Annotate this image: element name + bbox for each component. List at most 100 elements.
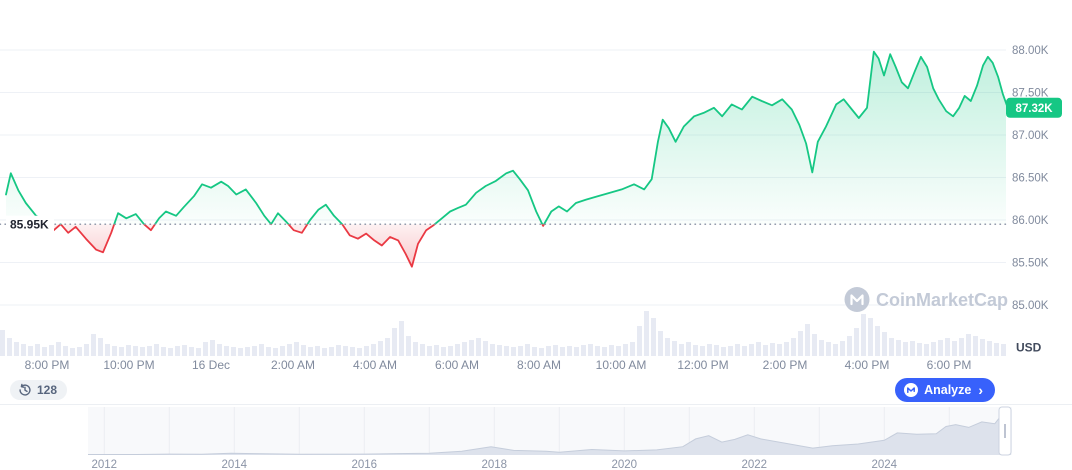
volume-bar xyxy=(518,346,523,356)
volume-bar xyxy=(819,340,824,356)
volume-bar xyxy=(42,347,47,356)
minimap-chart[interactable]: 2012 2014 2016 2018 2020 2022 2024 xyxy=(0,405,1072,470)
x-axis-label: 6:00 AM xyxy=(435,358,479,372)
volume-bar xyxy=(658,331,663,356)
volume-bar xyxy=(924,344,929,356)
volume-bar xyxy=(728,346,733,356)
volume-bar xyxy=(196,348,201,356)
volume-bar xyxy=(168,348,173,356)
volume-bar xyxy=(448,346,453,356)
current-price-label: 87.32K xyxy=(1015,103,1053,115)
volume-bar xyxy=(203,342,208,356)
volume-bar xyxy=(693,345,698,356)
minimap-year-label: 2024 xyxy=(872,459,898,470)
volume-bar xyxy=(161,347,166,356)
volume-bar xyxy=(742,346,747,356)
volume-bar xyxy=(679,344,684,356)
chart-controls-row: 128 Analyze › xyxy=(0,378,1072,404)
x-axis-label: 2:00 AM xyxy=(271,358,315,372)
volume-bar xyxy=(567,346,572,356)
volume-bar xyxy=(133,346,138,356)
volume-bar xyxy=(350,347,355,356)
volume-bar xyxy=(315,346,320,356)
volume-bar xyxy=(861,314,866,356)
volume-bar xyxy=(588,344,593,356)
volume-bar xyxy=(154,344,159,356)
volume-bar xyxy=(826,342,831,356)
y-axis-label: 87.50K xyxy=(1012,88,1049,100)
volume-bar xyxy=(952,341,957,356)
volume-bar xyxy=(336,345,341,356)
volume-bar xyxy=(637,326,642,356)
volume-bar xyxy=(847,336,852,356)
chevron-right-icon: › xyxy=(978,382,983,398)
price-line-above-baseline xyxy=(5,50,1006,225)
volume-bar xyxy=(602,347,607,356)
volume-bar xyxy=(455,344,460,356)
main-price-chart[interactable]: CoinMarketCap 85.95K 88.00K 87.50K 87.00K 86.… xyxy=(0,0,1072,376)
volume-bar xyxy=(0,330,5,356)
timeline-minimap[interactable]: 2012 2014 2016 2018 2020 2022 2024 xyxy=(0,404,1072,470)
minimap-area-outline xyxy=(88,410,1012,455)
volume-bar xyxy=(462,342,467,356)
x-axis-label: 6:00 PM xyxy=(927,358,972,372)
analyze-button[interactable]: Analyze › xyxy=(895,378,995,402)
volume-bar xyxy=(756,342,761,356)
volume-bar xyxy=(420,344,425,356)
volume-bar xyxy=(49,345,54,356)
volume-bar xyxy=(875,326,880,356)
minimap-area xyxy=(88,411,1011,455)
volume-bar xyxy=(217,344,222,356)
volume-bar xyxy=(511,347,516,356)
volume-bar xyxy=(938,340,943,356)
price-line-below-baseline xyxy=(47,224,546,268)
volume-bar xyxy=(812,334,817,356)
volume-bar xyxy=(749,344,754,356)
volume-bar xyxy=(686,342,691,356)
volume-bar xyxy=(532,347,537,356)
y-axis-label: 88.00K xyxy=(1012,45,1049,57)
x-axis-label: 8:00 PM xyxy=(25,358,70,372)
volume-bar xyxy=(210,340,215,356)
volume-bar xyxy=(406,336,411,356)
volume-bar xyxy=(665,338,670,356)
volume-bar xyxy=(364,346,369,356)
volume-bar xyxy=(868,318,873,356)
volume-bar xyxy=(322,348,327,356)
volume-bar xyxy=(784,342,789,356)
y-axis-label: 86.50K xyxy=(1012,173,1049,185)
volume-bar xyxy=(231,347,236,356)
volume-bar xyxy=(392,328,397,356)
volume-bar xyxy=(651,318,656,356)
x-axis-label: 4:00 AM xyxy=(353,358,397,372)
x-axis-label: 4:00 PM xyxy=(845,358,890,372)
volume-bar xyxy=(77,347,82,356)
volume-bar xyxy=(28,346,33,356)
volume-bar xyxy=(273,348,278,356)
currency-unit-label: USD xyxy=(1016,341,1042,355)
y-axis-label: 85.00K xyxy=(1012,300,1049,312)
current-price-badge xyxy=(1006,97,1062,118)
volume-bar xyxy=(189,347,194,356)
volume-bar xyxy=(287,344,292,356)
volume-bar xyxy=(553,345,558,356)
volume-bar xyxy=(182,345,187,356)
volume-bar xyxy=(833,344,838,356)
volume-bar xyxy=(238,348,243,356)
x-axis-label: 10:00 AM xyxy=(596,358,647,372)
volume-bar xyxy=(21,344,26,356)
volume-bar xyxy=(343,346,348,356)
volume-bar xyxy=(441,347,446,356)
watcher-count-badge: 128 xyxy=(10,380,68,400)
volume-bar xyxy=(98,338,103,356)
volume-bar xyxy=(259,344,264,356)
volume-bar xyxy=(70,348,75,356)
minimap-year-label: 2022 xyxy=(742,459,768,470)
volume-bars xyxy=(0,311,1006,356)
minimap-range-handle[interactable] xyxy=(998,406,1012,456)
history-clock-icon xyxy=(19,383,31,396)
minimap-year-label: 2016 xyxy=(352,459,378,470)
volume-bar xyxy=(987,341,992,356)
volume-bar xyxy=(301,345,306,356)
